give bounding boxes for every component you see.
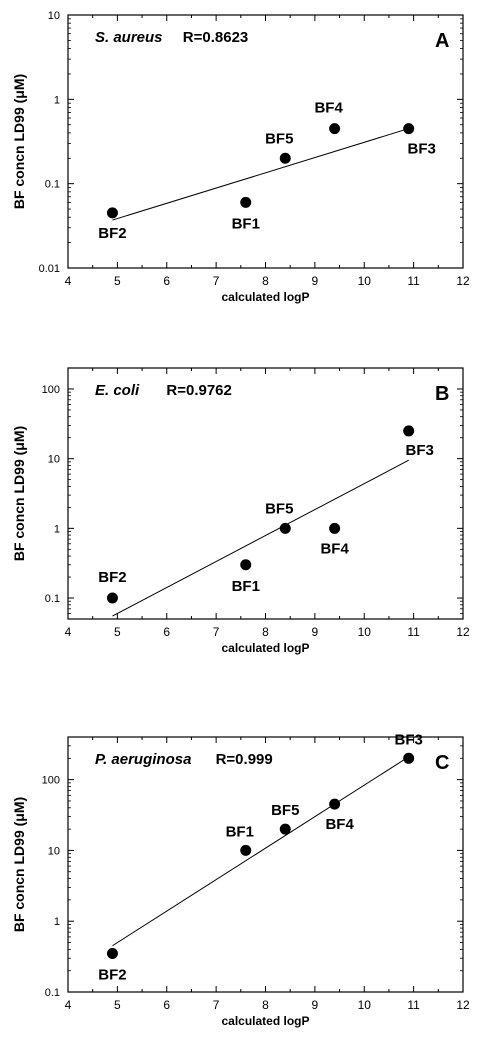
point-label: BF3 <box>408 141 436 158</box>
data-point-bf4 <box>329 522 341 534</box>
regression-line <box>112 128 409 221</box>
x-tick-label: 5 <box>114 625 121 639</box>
data-point-bf5 <box>279 823 291 835</box>
organism-label: P. aeruginosa <box>95 751 191 768</box>
x-axis-label: calculated logP <box>221 1014 309 1028</box>
x-tick-label: 11 <box>407 998 420 1012</box>
x-tick-label: 6 <box>163 274 170 288</box>
x-tick-label: 9 <box>312 998 319 1012</box>
y-axis-label: BF concn LD99 (μM) <box>11 426 27 561</box>
point-label: BF5 <box>265 130 293 147</box>
panel-letter: B <box>435 383 449 405</box>
panel-letter: C <box>435 752 449 774</box>
chart-panel-b: 4 5 6 7 8 9 10 11 12 0.1 1 10 100 BF2 BF1 BF5 BF4 BF3 E. c… <box>11 367 470 655</box>
y-tick-label: 0.1 <box>45 593 60 605</box>
data-point-bf3 <box>403 425 415 437</box>
x-tick-label: 4 <box>65 625 72 639</box>
y-tick-label: 10 <box>48 845 60 857</box>
y-tick-label: 0.1 <box>45 987 60 999</box>
point-label: BF4 <box>325 816 354 833</box>
x-tick-label: 10 <box>358 274 372 288</box>
x-tick-label: 7 <box>213 998 220 1012</box>
organism-label: S. aureus <box>95 29 163 46</box>
y-axis-label: BF concn LD99 (μM) <box>11 74 27 209</box>
x-tick-label: 5 <box>114 274 121 288</box>
y-tick-label: 100 <box>42 775 60 787</box>
x-tick-label: 5 <box>114 998 121 1012</box>
x-tick-label: 7 <box>213 625 220 639</box>
r-value-label: R=0.9762 <box>166 382 231 399</box>
y-tick-label: 1 <box>54 523 60 535</box>
x-tick-label: 8 <box>262 274 269 288</box>
y-tick-label: 0.01 <box>39 263 60 275</box>
x-tick-label: 9 <box>312 274 319 288</box>
point-label: BF2 <box>98 569 126 586</box>
data-point-bf3 <box>403 123 415 135</box>
y-tick-label: 1 <box>54 94 60 106</box>
x-tick-label: 9 <box>312 625 319 639</box>
plot-frame <box>67 367 464 620</box>
x-tick-label: 11 <box>407 274 420 288</box>
plot-frame <box>67 736 464 993</box>
point-label: BF4 <box>314 100 343 117</box>
x-tick-label: 11 <box>407 625 420 639</box>
panel-letter: A <box>435 30 449 52</box>
point-label: BF1 <box>232 215 260 232</box>
point-label: BF2 <box>98 225 126 242</box>
x-tick-label: 10 <box>358 625 372 639</box>
point-label: BF3 <box>406 442 434 459</box>
x-tick-label: 7 <box>213 274 220 288</box>
organism-label: E. coli <box>95 382 140 399</box>
data-point-bf2 <box>106 592 118 604</box>
data-point-bf4 <box>329 798 341 810</box>
data-point-bf1 <box>240 559 252 571</box>
point-label: BF5 <box>265 500 293 517</box>
x-tick-label: 12 <box>456 274 470 288</box>
x-tick-label: 8 <box>262 625 269 639</box>
chart-panel-a: 4 5 6 7 8 9 10 11 12 0.01 0.1 1 10 BF2 BF1 BF5 BF4 BF3 S. … <box>11 10 470 304</box>
point-label: BF2 <box>98 966 126 983</box>
chart-panel-c: 4 5 6 7 8 9 10 11 12 0.1 1 10 100 BF2 BF1 BF5 BF4 BF3 P. a… <box>11 731 470 1028</box>
x-tick-label: 10 <box>358 998 372 1012</box>
x-axis-label: calculated logP <box>221 641 309 655</box>
y-tick-label: 100 <box>42 384 60 396</box>
regression-line <box>112 459 409 617</box>
y-tick-label: 0.1 <box>45 179 60 191</box>
data-point-bf2 <box>106 207 118 219</box>
y-tick-label: 10 <box>48 10 60 22</box>
r-value-label: R=0.8623 <box>183 29 248 46</box>
x-tick-label: 4 <box>65 274 72 288</box>
x-tick-label: 6 <box>163 998 170 1012</box>
x-axis-label: calculated logP <box>221 290 309 304</box>
y-axis-label: BF concn LD99 (μM) <box>11 797 27 932</box>
y-tick-label: 1 <box>54 916 60 928</box>
point-label: BF5 <box>271 802 299 819</box>
data-point-bf1 <box>240 196 252 208</box>
data-point-bf4 <box>329 123 341 135</box>
x-tick-label: 6 <box>163 625 170 639</box>
point-label: BF3 <box>395 731 423 748</box>
regression-line <box>112 756 409 947</box>
x-tick-label: 12 <box>456 625 470 639</box>
point-label: BF1 <box>232 578 260 595</box>
point-label: BF4 <box>320 540 349 557</box>
data-point-bf1 <box>240 844 252 856</box>
data-point-bf2 <box>106 947 118 959</box>
x-tick-label: 12 <box>456 998 470 1012</box>
x-tick-label: 8 <box>262 998 269 1012</box>
y-tick-label: 10 <box>48 454 60 466</box>
r-value-label: R=0.999 <box>216 751 273 768</box>
data-point-bf3 <box>403 752 415 764</box>
data-point-bf5 <box>279 152 291 164</box>
point-label: BF1 <box>226 823 254 840</box>
x-tick-label: 4 <box>65 998 72 1012</box>
data-point-bf5 <box>279 522 291 534</box>
